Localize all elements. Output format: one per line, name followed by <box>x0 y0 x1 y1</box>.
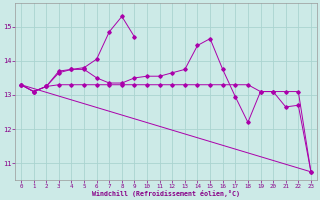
X-axis label: Windchill (Refroidissement éolien,°C): Windchill (Refroidissement éolien,°C) <box>92 190 240 197</box>
